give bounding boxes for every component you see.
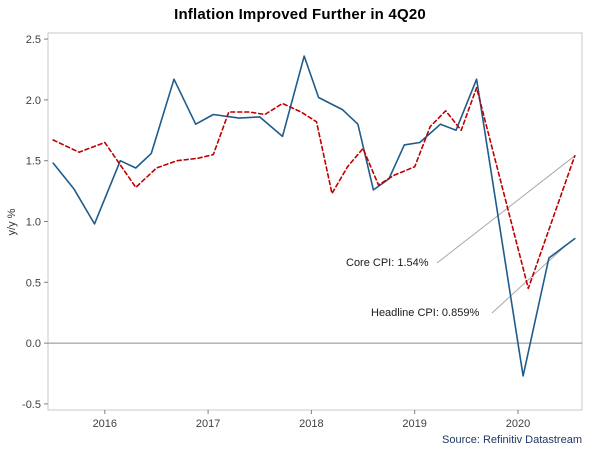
source-credit: Source: Refinitiv Datastream [442,434,582,446]
y-tick-label: 0.5 [26,277,41,289]
annotation-headline-cpi: Headline CPI: 0.859% [371,307,480,319]
x-tick-label: 2018 [299,418,323,430]
y-axis-label: y/y % [6,208,18,236]
annotation-core-cpi: Core CPI: 1.54% [346,257,429,269]
annotation-leader-line-0 [436,155,576,264]
y-tick-label: 0.0 [26,338,41,350]
x-tick-label: 2020 [506,418,530,430]
core-cpi-line [52,86,576,290]
y-tick-label: -0.5 [22,399,41,411]
annotation-leader-line-1 [491,243,569,314]
x-tick-label: 2017 [196,418,220,430]
chart-title: Inflation Improved Further in 4Q20 [174,6,426,23]
y-tick-label: 1.5 [26,156,41,168]
x-tick-label: 2016 [93,418,117,430]
y-tick-label: 1.0 [26,217,41,229]
x-tick-label: 2019 [402,418,426,430]
y-tick-label: 2.5 [26,34,41,46]
headline-cpi-line [52,55,576,377]
y-tick-label: 2.0 [26,95,41,107]
